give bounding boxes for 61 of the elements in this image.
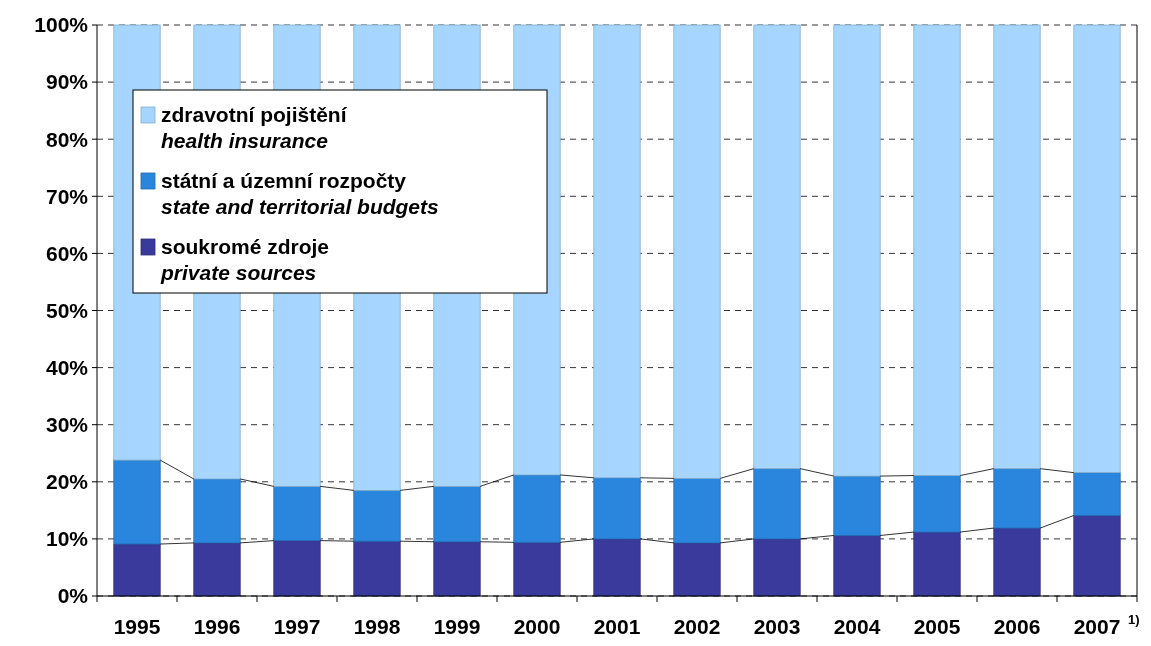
bar — [193, 542, 241, 597]
bar — [833, 24, 881, 477]
bar — [513, 541, 561, 597]
bar — [833, 475, 881, 536]
x-tick-label: 1995 — [113, 615, 161, 638]
bar — [913, 531, 961, 597]
x-tick-label: 2001 — [593, 615, 641, 638]
bar — [753, 468, 801, 540]
bar — [993, 24, 1041, 470]
x-tick-label: 2003 — [753, 615, 801, 638]
x-tick-label: 2006 — [993, 615, 1041, 638]
bar — [113, 459, 161, 545]
x-tick-label: 1999 — [433, 615, 481, 638]
bar — [993, 527, 1041, 597]
bar — [513, 474, 561, 543]
y-tick-label: 30% — [45, 413, 89, 437]
bar — [433, 541, 481, 597]
bar — [273, 540, 321, 597]
x-tick-label: 2007 — [1073, 615, 1121, 638]
bar — [673, 477, 721, 544]
bar — [593, 538, 641, 597]
bar — [1073, 472, 1121, 516]
bar — [593, 24, 641, 479]
bar — [1073, 24, 1121, 474]
y-tick-label: 20% — [45, 470, 89, 494]
y-tick-label: 0% — [57, 584, 89, 608]
y-tick-label: 40% — [45, 355, 89, 379]
bar — [833, 535, 881, 597]
bar — [993, 468, 1041, 529]
y-tick-label: 50% — [45, 298, 89, 322]
legend-label: zdravotní pojištění health insurance — [161, 103, 348, 152]
legend-label: státní a územní rozpočty state and territorial budgets — [161, 169, 439, 218]
bar — [353, 540, 401, 597]
bar — [113, 543, 161, 597]
x-tick-label: 2000 — [513, 615, 561, 638]
bar — [353, 489, 401, 542]
bar — [753, 24, 801, 470]
x-tick-label: 1996 — [193, 615, 241, 638]
y-tick-label: 60% — [45, 241, 89, 265]
x-tick-label: 2005 — [913, 615, 961, 638]
y-tick-label: 70% — [45, 184, 89, 208]
bar — [913, 475, 961, 533]
text: 1) — [1128, 612, 1140, 627]
y-tick-label: 90% — [45, 70, 89, 94]
bar — [273, 485, 321, 542]
x-tick-label: 2004 — [833, 615, 881, 638]
y-tick-label: 80% — [45, 127, 89, 151]
bar — [673, 542, 721, 597]
bar — [433, 485, 481, 543]
bar — [1073, 515, 1121, 597]
bar — [593, 477, 641, 540]
bar — [913, 24, 961, 476]
legend-label: soukromé zdroje private sources — [160, 235, 330, 284]
x-tick-label: 1998 — [353, 615, 401, 638]
y-tick-label: 100% — [34, 13, 89, 37]
y-tick-label: 10% — [45, 527, 89, 551]
x-tick-label: 2002 — [673, 615, 721, 638]
x-tick-label: 1997 — [273, 615, 321, 638]
bar — [673, 24, 721, 479]
bar — [193, 478, 241, 544]
bar — [753, 538, 801, 597]
